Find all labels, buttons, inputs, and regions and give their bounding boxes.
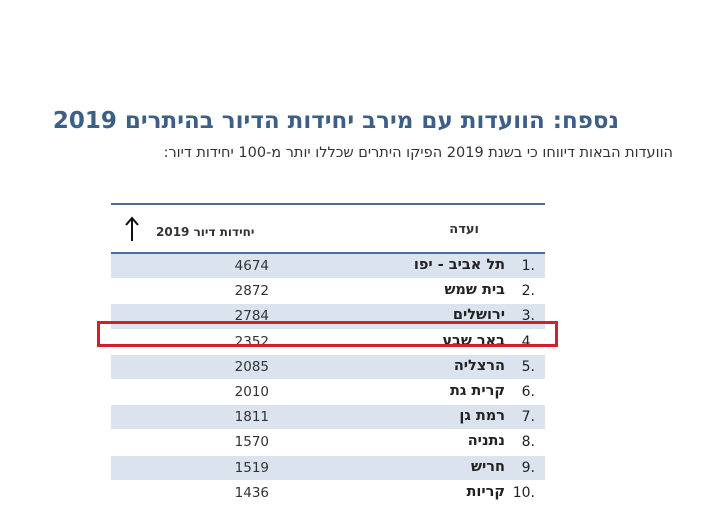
row-committee-name: ירושלים xyxy=(452,307,505,324)
row-units-value: 1570 xyxy=(234,434,269,451)
row-committee-name: הרצליה xyxy=(453,357,505,374)
committees-table: ועדה יחידות דיור 2019 1. תל אביב - יפו 467… xyxy=(111,203,545,506)
row-units-value: 1811 xyxy=(234,409,269,426)
row-rank: 5. xyxy=(521,358,535,375)
page-title: נספח: הוועדות עם מירב יחידות הדיור בהיתר… xyxy=(52,108,619,134)
page-subtitle: הוועדות הבאות דיווחו כי בשנת 2019 הפיקו … xyxy=(163,145,673,161)
row-rank: 3. xyxy=(521,308,535,325)
header-units[interactable]: יחידות דיור 2019 xyxy=(156,225,255,239)
row-committee-name: תל אביב - יפו xyxy=(413,257,505,273)
row-units-value: 2784 xyxy=(234,308,269,325)
header-committee: ועדה xyxy=(449,222,479,237)
table-row: 9. חריש 1519 xyxy=(111,455,545,481)
row-units-value: 2872 xyxy=(234,283,269,300)
row-rank: 1. xyxy=(521,258,535,274)
arrow-up-icon[interactable] xyxy=(125,216,139,242)
row-units-value: 1519 xyxy=(234,459,269,476)
table-row: 3. ירושלים 2784 xyxy=(111,304,545,330)
row-rank: 10. xyxy=(512,484,535,501)
row-committee-name: רמת גן xyxy=(459,408,505,425)
table-row: 6. קרית גת 2010 xyxy=(111,380,545,406)
table-row: 7. רמת גן 1811 xyxy=(111,405,545,431)
row-rank: 9. xyxy=(521,459,535,476)
row-rank: 2. xyxy=(521,283,535,300)
row-units-value: 4674 xyxy=(234,258,269,274)
table-body: 1. תל אביב - יפו 4674 2. בית שמש 2872 3. ירושלי… xyxy=(111,254,545,506)
table-row: 2. בית שמש 2872 xyxy=(111,279,545,305)
table-row: 8. נתניה 1570 xyxy=(111,430,545,456)
table-row: 5. הרצליה 2085 xyxy=(111,354,545,380)
row-rank: 7. xyxy=(521,409,535,426)
row-units-value: 2085 xyxy=(234,358,269,375)
row-committee-name: בית שמש xyxy=(444,282,505,299)
row-units-value: 2010 xyxy=(234,383,269,400)
table-row: 1. תל אביב - יפו 4674 xyxy=(111,254,545,280)
highlight-box xyxy=(97,321,558,347)
row-rank: 8. xyxy=(521,434,535,451)
row-units-value: 1436 xyxy=(234,484,269,501)
row-committee-name: נתניה xyxy=(467,433,505,450)
row-committee-name: חריש xyxy=(471,458,505,475)
table-row: 10. קריות 1436 xyxy=(111,481,545,506)
row-rank: 6. xyxy=(521,383,535,400)
row-committee-name: קריות xyxy=(466,483,505,500)
row-committee-name: קרית גת xyxy=(449,382,505,399)
table-header: ועדה יחידות דיור 2019 xyxy=(111,205,545,254)
